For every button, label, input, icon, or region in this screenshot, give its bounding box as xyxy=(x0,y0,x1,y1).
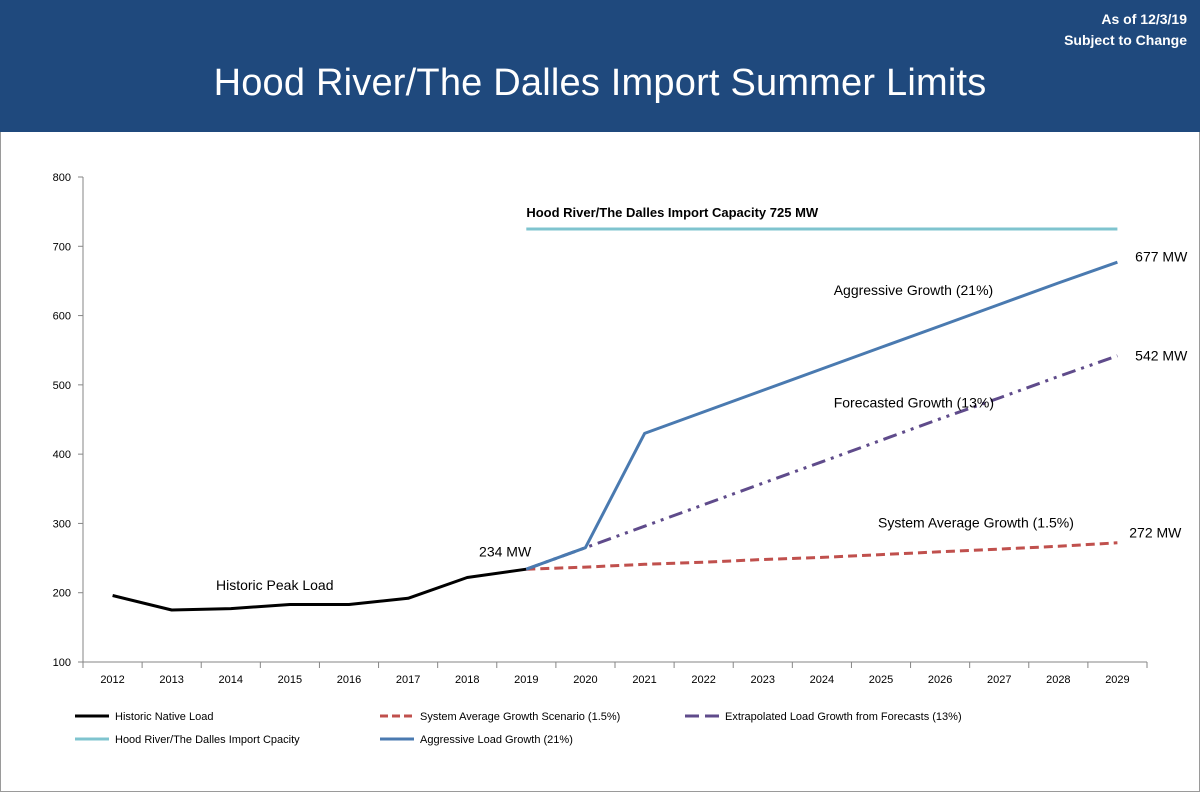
annotation-system-label: System Average Growth (1.5%) xyxy=(878,515,1074,531)
x-tick-label: 2018 xyxy=(455,674,479,686)
header-note: As of 12/3/19 Subject to Change xyxy=(1064,9,1187,51)
annotation-value-542: 542 MW xyxy=(1135,348,1188,364)
x-tick-label: 2023 xyxy=(751,674,775,686)
x-tick-label: 2021 xyxy=(632,674,656,686)
x-tick-label: 2022 xyxy=(691,674,715,686)
annotation-aggressive-label: Aggressive Growth (21%) xyxy=(834,282,994,298)
legend-label-system-avg: System Average Growth Scenario (1.5%) xyxy=(420,711,620,723)
legend-label-historic: Historic Native Load xyxy=(115,711,213,723)
x-tick-label: 2019 xyxy=(514,674,538,686)
y-tick-label: 800 xyxy=(53,172,71,184)
y-tick-label: 400 xyxy=(53,449,71,461)
series-line-historic xyxy=(112,567,527,612)
annotation-capacity-label: Hood River/The Dalles Import Capacity 72… xyxy=(526,205,819,220)
annotation-value-272: 272 MW xyxy=(1129,524,1182,540)
x-tick-label: 2026 xyxy=(928,674,952,686)
x-tick-label: 2020 xyxy=(573,674,597,686)
annotation-value-234: 234 MW xyxy=(479,544,532,560)
series-line-extrapolated xyxy=(525,354,1118,571)
y-tick-label: 700 xyxy=(53,241,71,253)
page-title: Hood River/The Dalles Import Summer Limi… xyxy=(213,62,987,104)
x-tick-label: 2013 xyxy=(159,674,183,686)
x-tick-label: 2014 xyxy=(219,674,243,686)
x-tick-label: 2027 xyxy=(987,674,1011,686)
x-tick-label: 2016 xyxy=(337,674,361,686)
series-line-aggressive xyxy=(525,260,1118,571)
x-tick-label: 2015 xyxy=(278,674,302,686)
y-tick-label: 600 xyxy=(53,311,71,323)
x-tick-label: 2028 xyxy=(1046,674,1070,686)
x-tick-label: 2017 xyxy=(396,674,420,686)
x-tick-label: 2029 xyxy=(1105,674,1129,686)
x-tick-label: 2012 xyxy=(100,674,124,686)
legend-label-capacity: Hood River/The Dalles Import Cpacity xyxy=(115,734,300,746)
header-banner: As of 12/3/19 Subject to Change Hood Riv… xyxy=(0,0,1200,132)
annotation-forecast-label: Forecasted Growth (13%) xyxy=(834,395,994,411)
legend-label-extrapolated: Extrapolated Load Growth from Forecasts … xyxy=(725,711,962,723)
legend-label-aggressive: Aggressive Load Growth (21%) xyxy=(420,734,573,746)
y-tick-label: 300 xyxy=(53,518,71,530)
y-tick-label: 200 xyxy=(53,588,71,600)
annotation-historic-label: Historic Peak Load xyxy=(216,577,334,593)
y-tick-label: 500 xyxy=(53,380,71,392)
annotation-value-677: 677 MW xyxy=(1135,249,1188,265)
x-tick-label: 2024 xyxy=(810,674,834,686)
subject-to-change-note: Subject to Change xyxy=(1064,32,1187,48)
as-of-date: As of 12/3/19 xyxy=(1101,11,1187,27)
series-line-system-avg xyxy=(526,541,1118,571)
x-tick-label: 2025 xyxy=(869,674,893,686)
y-tick-label: 100 xyxy=(53,657,71,669)
